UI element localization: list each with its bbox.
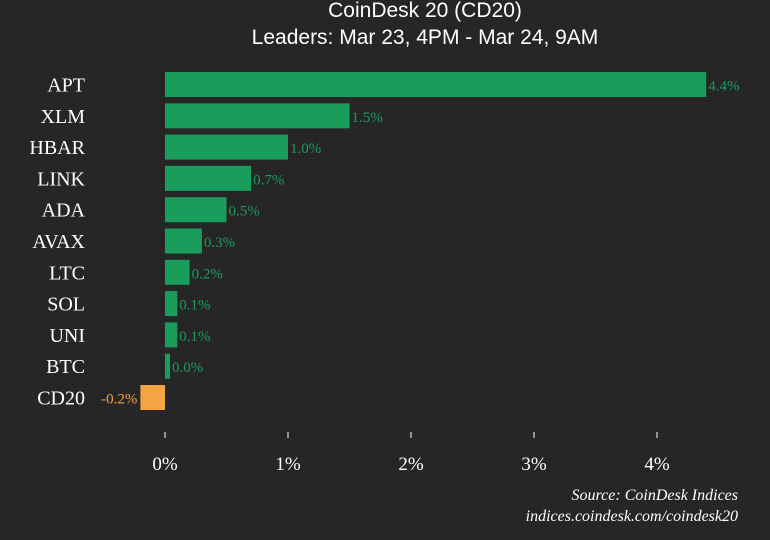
category-label-uni: UNI	[49, 325, 85, 347]
value-label-btc: 0.0%	[172, 360, 203, 376]
bar-cd20	[140, 385, 165, 410]
bar-uni	[165, 322, 178, 348]
value-label-hbar: 1.0%	[290, 141, 321, 157]
value-label-uni: 0.1%	[179, 329, 210, 345]
value-label-sol: 0.1%	[179, 298, 210, 314]
category-label-link: LINK	[37, 168, 85, 190]
category-label-ltc: LTC	[49, 262, 85, 284]
category-label-apt: APT	[47, 75, 85, 97]
category-label-avax: AVAX	[32, 231, 85, 253]
category-label-sol: SOL	[47, 294, 85, 316]
value-label-link: 0.7%	[253, 172, 284, 188]
category-label-btc: BTC	[46, 356, 85, 378]
bar-hbar	[165, 134, 288, 160]
value-label-cd20: -0.2%	[101, 392, 137, 408]
x-tick-label: 3%	[521, 454, 547, 475]
value-label-apt: 4.4%	[708, 79, 739, 95]
x-tick-label: 1%	[275, 454, 301, 475]
bars-group: APT 4.4% XLM 1.5% HBAR 1.0% LINK 0.7% ADA 0.5% AVA…	[29, 72, 739, 410]
bar-sol	[165, 291, 178, 317]
bar-xlm	[165, 103, 350, 129]
bar-link	[165, 165, 252, 191]
bar-ada	[165, 197, 227, 223]
value-label-avax: 0.3%	[204, 235, 235, 251]
bar-apt	[165, 72, 707, 97]
x-tick-label: 0%	[152, 454, 178, 475]
x-axis: 0% 1% 2% 3% 4%	[152, 432, 670, 475]
bar-btc	[165, 353, 170, 379]
value-label-ltc: 0.2%	[192, 266, 223, 282]
source-url: indices.coindesk.com/coindesk20	[526, 508, 738, 525]
bar-avax	[165, 228, 202, 254]
category-label-ada: ADA	[42, 200, 86, 222]
x-tick-label: 4%	[644, 454, 670, 475]
x-tick-label: 2%	[398, 454, 424, 475]
value-label-ada: 0.5%	[229, 204, 260, 220]
category-label-cd20: CD20	[37, 388, 85, 410]
source-note: Source: CoinDesk Indices	[572, 487, 738, 504]
bar-ltc	[165, 259, 190, 285]
value-label-xlm: 1.5%	[352, 110, 383, 126]
chart-subtitle: Leaders: Mar 23, 4PM - Mar 24, 9AM	[252, 26, 599, 49]
chart-title: CoinDesk 20 (CD20)	[328, 0, 522, 22]
category-label-xlm: XLM	[41, 106, 86, 128]
category-label-hbar: HBAR	[29, 137, 85, 159]
